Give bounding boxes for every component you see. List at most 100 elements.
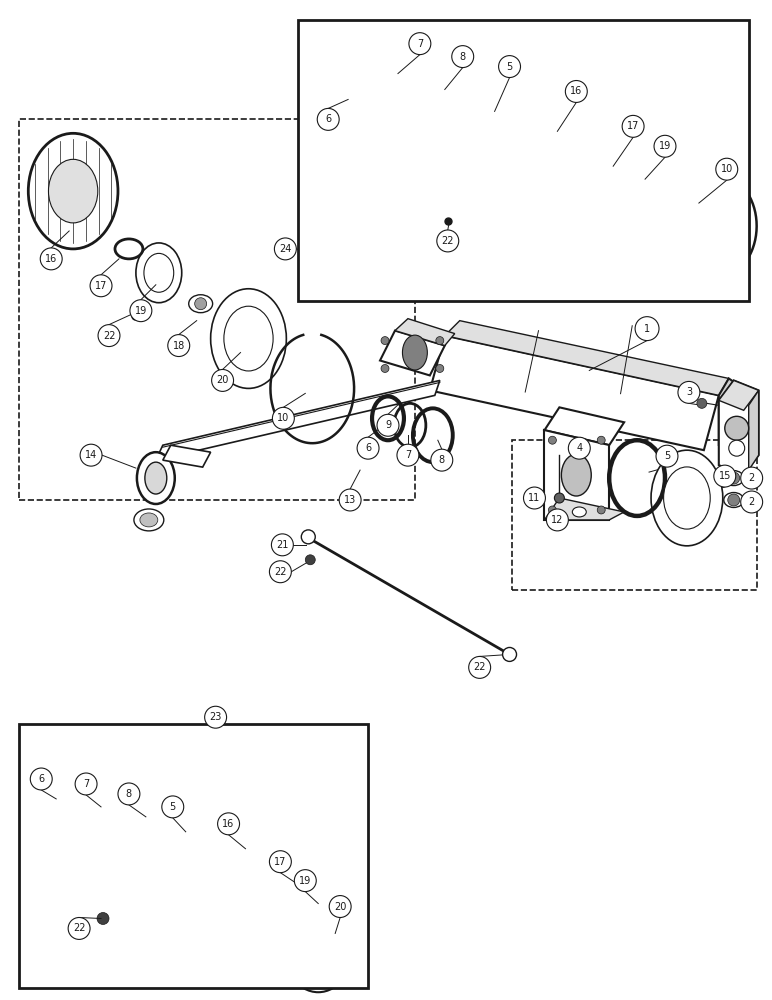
Circle shape [339, 489, 361, 511]
Ellipse shape [499, 87, 595, 211]
Text: 19: 19 [659, 141, 671, 151]
Circle shape [168, 335, 190, 357]
Ellipse shape [145, 462, 167, 494]
Circle shape [118, 783, 140, 805]
Ellipse shape [664, 467, 710, 529]
Text: 17: 17 [95, 281, 107, 291]
Ellipse shape [188, 295, 212, 313]
Ellipse shape [224, 306, 273, 371]
Text: 9: 9 [385, 420, 391, 430]
Text: 16: 16 [45, 254, 57, 264]
Polygon shape [719, 378, 753, 448]
Ellipse shape [211, 804, 306, 933]
Text: 15: 15 [719, 471, 731, 481]
Text: 4: 4 [576, 443, 582, 453]
Ellipse shape [572, 507, 586, 517]
Circle shape [75, 773, 97, 795]
Circle shape [357, 437, 379, 459]
Circle shape [381, 364, 389, 372]
Polygon shape [719, 380, 759, 410]
Text: 17: 17 [627, 121, 639, 131]
Text: 13: 13 [344, 495, 356, 505]
Text: 2: 2 [749, 497, 755, 507]
Ellipse shape [644, 159, 724, 263]
Circle shape [212, 369, 234, 391]
Ellipse shape [306, 882, 354, 945]
Circle shape [654, 135, 676, 157]
Polygon shape [156, 380, 440, 460]
Text: 20: 20 [334, 902, 347, 912]
Circle shape [218, 813, 239, 835]
Circle shape [598, 506, 605, 514]
Ellipse shape [724, 471, 743, 486]
Ellipse shape [723, 386, 755, 441]
Circle shape [68, 917, 90, 939]
Circle shape [162, 796, 184, 818]
Ellipse shape [137, 452, 174, 504]
Circle shape [678, 381, 700, 403]
Ellipse shape [83, 782, 139, 856]
Circle shape [568, 437, 591, 459]
Ellipse shape [521, 115, 574, 183]
Circle shape [274, 238, 296, 260]
Circle shape [409, 33, 431, 55]
Text: 22: 22 [73, 923, 86, 933]
Ellipse shape [315, 893, 346, 934]
Circle shape [437, 230, 459, 252]
Text: 22: 22 [274, 567, 286, 577]
Circle shape [523, 487, 546, 509]
Circle shape [728, 472, 740, 484]
Ellipse shape [232, 833, 285, 904]
Text: 8: 8 [438, 455, 445, 465]
Text: 8: 8 [126, 789, 132, 799]
Text: 7: 7 [83, 779, 90, 789]
Text: 10: 10 [277, 413, 290, 423]
Circle shape [273, 407, 294, 429]
Circle shape [305, 555, 315, 565]
Text: 8: 8 [459, 52, 466, 62]
Circle shape [565, 81, 587, 102]
Circle shape [377, 414, 399, 436]
Circle shape [329, 896, 351, 917]
Text: 5: 5 [664, 451, 670, 461]
Ellipse shape [93, 795, 129, 843]
Text: 6: 6 [38, 774, 44, 784]
Circle shape [269, 851, 291, 873]
Circle shape [381, 337, 389, 345]
Text: 7: 7 [417, 39, 423, 49]
Polygon shape [544, 430, 609, 520]
Circle shape [635, 317, 659, 341]
Text: 11: 11 [528, 493, 540, 503]
Ellipse shape [381, 59, 415, 104]
Circle shape [80, 444, 102, 466]
Text: 3: 3 [686, 387, 692, 397]
Ellipse shape [280, 889, 356, 992]
Polygon shape [163, 445, 211, 467]
Polygon shape [544, 407, 624, 445]
Text: 22: 22 [103, 331, 115, 341]
Circle shape [740, 491, 763, 513]
Polygon shape [749, 390, 759, 470]
Circle shape [301, 530, 315, 544]
Bar [19, 119, 415, 500]
Circle shape [436, 364, 444, 372]
Bar [512, 440, 757, 590]
Circle shape [716, 158, 738, 180]
Polygon shape [719, 380, 759, 475]
Ellipse shape [49, 159, 98, 223]
Circle shape [728, 494, 740, 506]
Text: 19: 19 [300, 876, 311, 886]
Circle shape [130, 300, 152, 322]
Ellipse shape [402, 335, 428, 370]
Text: 5: 5 [170, 802, 176, 812]
Circle shape [317, 108, 339, 130]
Circle shape [548, 506, 557, 514]
Circle shape [729, 440, 745, 456]
Circle shape [205, 706, 226, 728]
Bar [298, 20, 749, 301]
Text: 1: 1 [644, 324, 650, 334]
Text: 21: 21 [276, 540, 289, 550]
Text: 5: 5 [506, 62, 513, 72]
Circle shape [697, 398, 707, 408]
Circle shape [294, 870, 317, 892]
